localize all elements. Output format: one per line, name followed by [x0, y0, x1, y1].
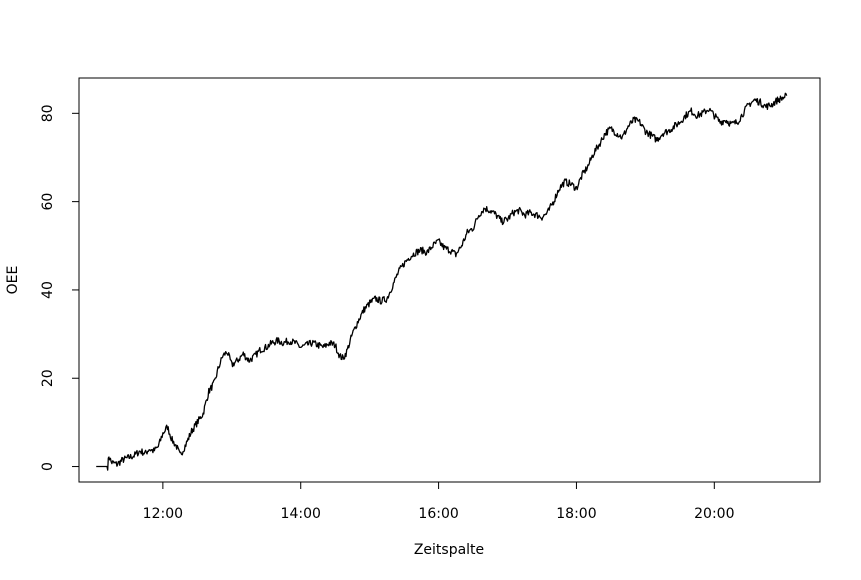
x-tick-label: 18:00 — [556, 506, 596, 522]
y-tick-label: 60 — [40, 193, 56, 211]
y-tick-label: 0 — [40, 462, 56, 471]
y-tick-label: 20 — [40, 369, 56, 387]
x-tick-label: 16:00 — [418, 506, 458, 522]
x-tick-label: 14:00 — [281, 506, 321, 522]
y-tick-label: 40 — [40, 281, 56, 299]
plot-box — [78, 77, 821, 483]
y-axis-label: OEE — [5, 266, 21, 295]
y-axis: 0 20 40 60 80 — [40, 104, 79, 471]
y-tick-label: 80 — [40, 104, 56, 122]
x-tick-label: 20:00 — [694, 506, 734, 522]
x-axis-label: Zeitspalte — [414, 542, 484, 558]
oee-series-line — [96, 92, 788, 471]
x-tick-label: 12:00 — [143, 506, 183, 522]
x-axis: 12:00 14:00 16:00 18:00 20:00 — [143, 482, 734, 522]
